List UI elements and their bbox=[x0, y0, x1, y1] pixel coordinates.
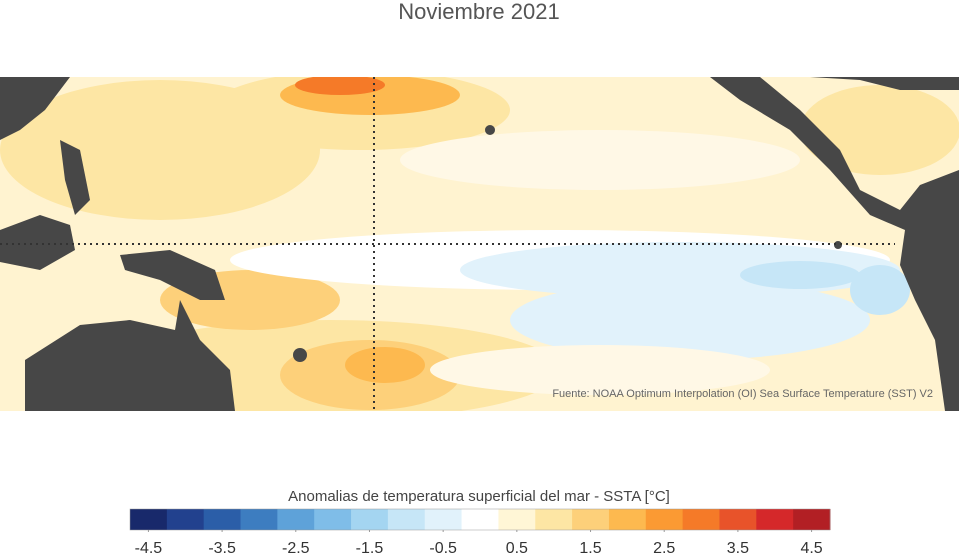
color-swatch bbox=[240, 509, 278, 530]
color-swatch bbox=[719, 509, 757, 530]
tick-label: 2.5 bbox=[653, 540, 675, 557]
color-swatch bbox=[387, 509, 426, 530]
color-swatch bbox=[608, 509, 647, 530]
tick-label: -1.5 bbox=[356, 540, 384, 557]
tick-label: -0.5 bbox=[429, 540, 457, 557]
color-swatch bbox=[461, 509, 499, 530]
color-swatch bbox=[166, 509, 205, 530]
tick-label: 0.5 bbox=[506, 540, 528, 557]
source: Fuente: NOAA Optimum Interpolation (OI) … bbox=[552, 388, 933, 400]
color-swatch bbox=[351, 509, 389, 530]
color-swatch bbox=[793, 509, 831, 530]
tick-label: 4.5 bbox=[800, 540, 822, 557]
color-swatch bbox=[314, 509, 352, 530]
map: Fuente: NOAA Optimum Interpolation (OI) … bbox=[0, 77, 959, 411]
colorbar-frame bbox=[129, 508, 831, 531]
color-swatch bbox=[682, 509, 720, 530]
color-swatch bbox=[203, 509, 242, 530]
color-swatch bbox=[424, 509, 463, 530]
tick-label: -4.5 bbox=[135, 540, 163, 557]
title: Noviembre 2021 bbox=[398, 0, 559, 24]
tick-label: 3.5 bbox=[727, 540, 749, 557]
color-swatch bbox=[535, 509, 573, 530]
color-swatch bbox=[572, 509, 610, 530]
color-swatch bbox=[277, 509, 315, 530]
color-swatch bbox=[756, 509, 794, 530]
color-swatch bbox=[645, 509, 684, 530]
color-swatch bbox=[130, 509, 168, 530]
tick-label: 1.5 bbox=[579, 540, 601, 557]
tick-label: -3.5 bbox=[208, 540, 236, 557]
colorbar-label: Anomalias de temperatura superficial del… bbox=[288, 488, 670, 505]
colorbar: -4.5 -3.5 -2.5 -1.5 -0.5 0.5 1.5 2.5 3.5 4.5 bbox=[129, 508, 831, 557]
tick-label: -2.5 bbox=[282, 540, 310, 557]
color-swatch bbox=[498, 509, 536, 530]
